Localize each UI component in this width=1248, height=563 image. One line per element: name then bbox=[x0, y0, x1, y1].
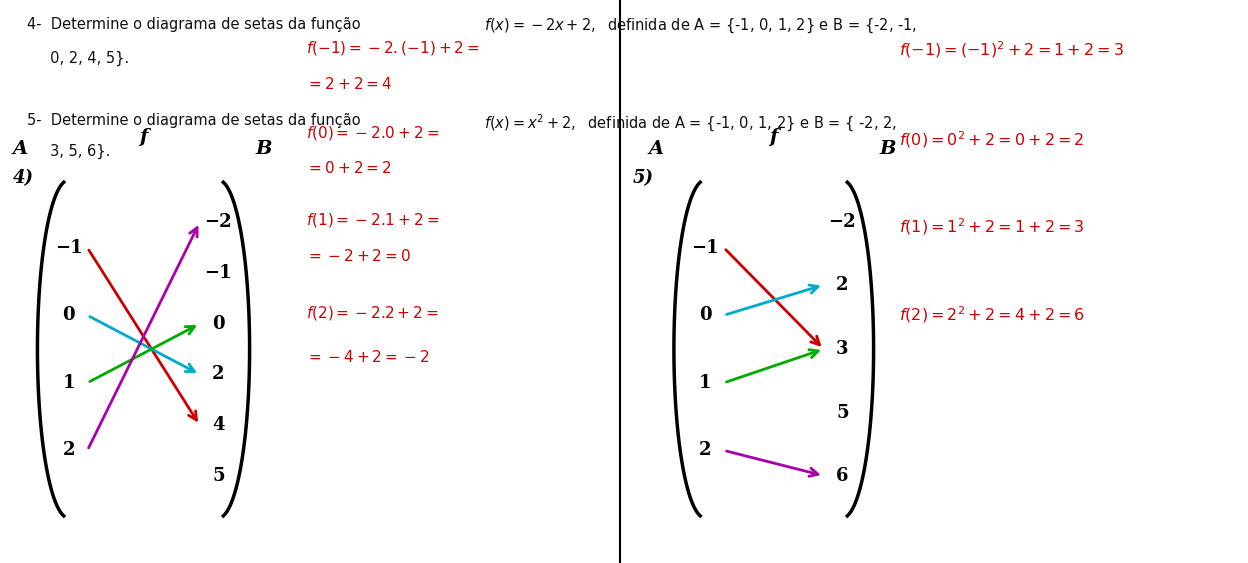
Text: −1: −1 bbox=[691, 239, 719, 257]
Text: 0: 0 bbox=[62, 306, 75, 324]
Text: $= -2+2 = 0$: $= -2+2 = 0$ bbox=[306, 248, 411, 263]
Text: $f(-1) = -2.(-1)+2 =$: $f(-1) = -2.(-1)+2 =$ bbox=[306, 39, 479, 57]
Text: B: B bbox=[256, 140, 272, 158]
Text: 2: 2 bbox=[836, 276, 849, 294]
Text: $= -4+2 = -2$: $= -4+2 = -2$ bbox=[306, 349, 429, 365]
Text: 5): 5) bbox=[633, 169, 654, 187]
Text: $f(0) = 0^2+2 = 0+2 = 2$: $f(0) = 0^2+2 = 0+2 = 2$ bbox=[899, 129, 1085, 150]
Text: 1: 1 bbox=[62, 374, 75, 392]
Text: $f(x) = x^2 + 2,$  definida de A = {-1, 0, 1, 2} e B = { -2, 2,: $f(x) = x^2 + 2,$ definida de A = {-1, 0… bbox=[484, 113, 897, 133]
Text: 4: 4 bbox=[212, 416, 225, 434]
Text: −2: −2 bbox=[829, 213, 856, 231]
Text: 2: 2 bbox=[62, 441, 75, 459]
Text: A: A bbox=[649, 140, 664, 158]
Text: $f(0) = -2.0+2 =$: $f(0) = -2.0+2 =$ bbox=[306, 124, 439, 142]
Text: f: f bbox=[140, 128, 147, 146]
Text: $f(1) = -2.1+2 =$: $f(1) = -2.1+2 =$ bbox=[306, 211, 439, 229]
Text: $f(-1) = (-1)^2+2 =1+2 =3$: $f(-1) = (-1)^2+2 =1+2 =3$ bbox=[899, 39, 1123, 60]
Text: $f(1) = 1^2+2 = 1+2 = 3$: $f(1) = 1^2+2 = 1+2 = 3$ bbox=[899, 217, 1085, 238]
Text: −2: −2 bbox=[205, 213, 232, 231]
Text: −1: −1 bbox=[205, 264, 232, 282]
Text: B: B bbox=[880, 140, 896, 158]
Text: 5: 5 bbox=[836, 404, 849, 422]
Text: $f(x) = -2x + 2,$  definida de A = {-1, 0, 1, 2} e B = {-2, -1,: $f(x) = -2x + 2,$ definida de A = {-1, 0… bbox=[484, 17, 917, 35]
Text: −1: −1 bbox=[55, 239, 82, 257]
Text: 4-  Determine o diagrama de setas da função: 4- Determine o diagrama de setas da funç… bbox=[27, 17, 366, 32]
Text: 5-  Determine o diagrama de setas da função: 5- Determine o diagrama de setas da funç… bbox=[27, 113, 366, 128]
Text: $= 2+2 =4$: $= 2+2 =4$ bbox=[306, 76, 392, 92]
Text: 3, 5, 6}.: 3, 5, 6}. bbox=[27, 144, 111, 159]
Text: $= 0+2 =2$: $= 0+2 =2$ bbox=[306, 160, 392, 176]
Text: 0: 0 bbox=[699, 306, 711, 324]
Text: 0: 0 bbox=[212, 315, 225, 333]
Text: 5: 5 bbox=[212, 467, 225, 485]
Text: f: f bbox=[770, 128, 778, 146]
Text: $f(2) = 2^2+2 = 4+2 = 6$: $f(2) = 2^2+2 = 4+2 = 6$ bbox=[899, 304, 1085, 325]
Text: 6: 6 bbox=[836, 467, 849, 485]
Text: A: A bbox=[12, 140, 27, 158]
Text: 4): 4) bbox=[12, 169, 34, 187]
Text: 3: 3 bbox=[836, 340, 849, 358]
Text: 0, 2, 4, 5}.: 0, 2, 4, 5}. bbox=[27, 51, 130, 66]
Text: 1: 1 bbox=[699, 374, 711, 392]
Text: 2: 2 bbox=[699, 441, 711, 459]
Text: 2: 2 bbox=[212, 365, 225, 383]
Text: $f(2) = -2.2+2 =$: $f(2) = -2.2+2 =$ bbox=[306, 304, 438, 322]
